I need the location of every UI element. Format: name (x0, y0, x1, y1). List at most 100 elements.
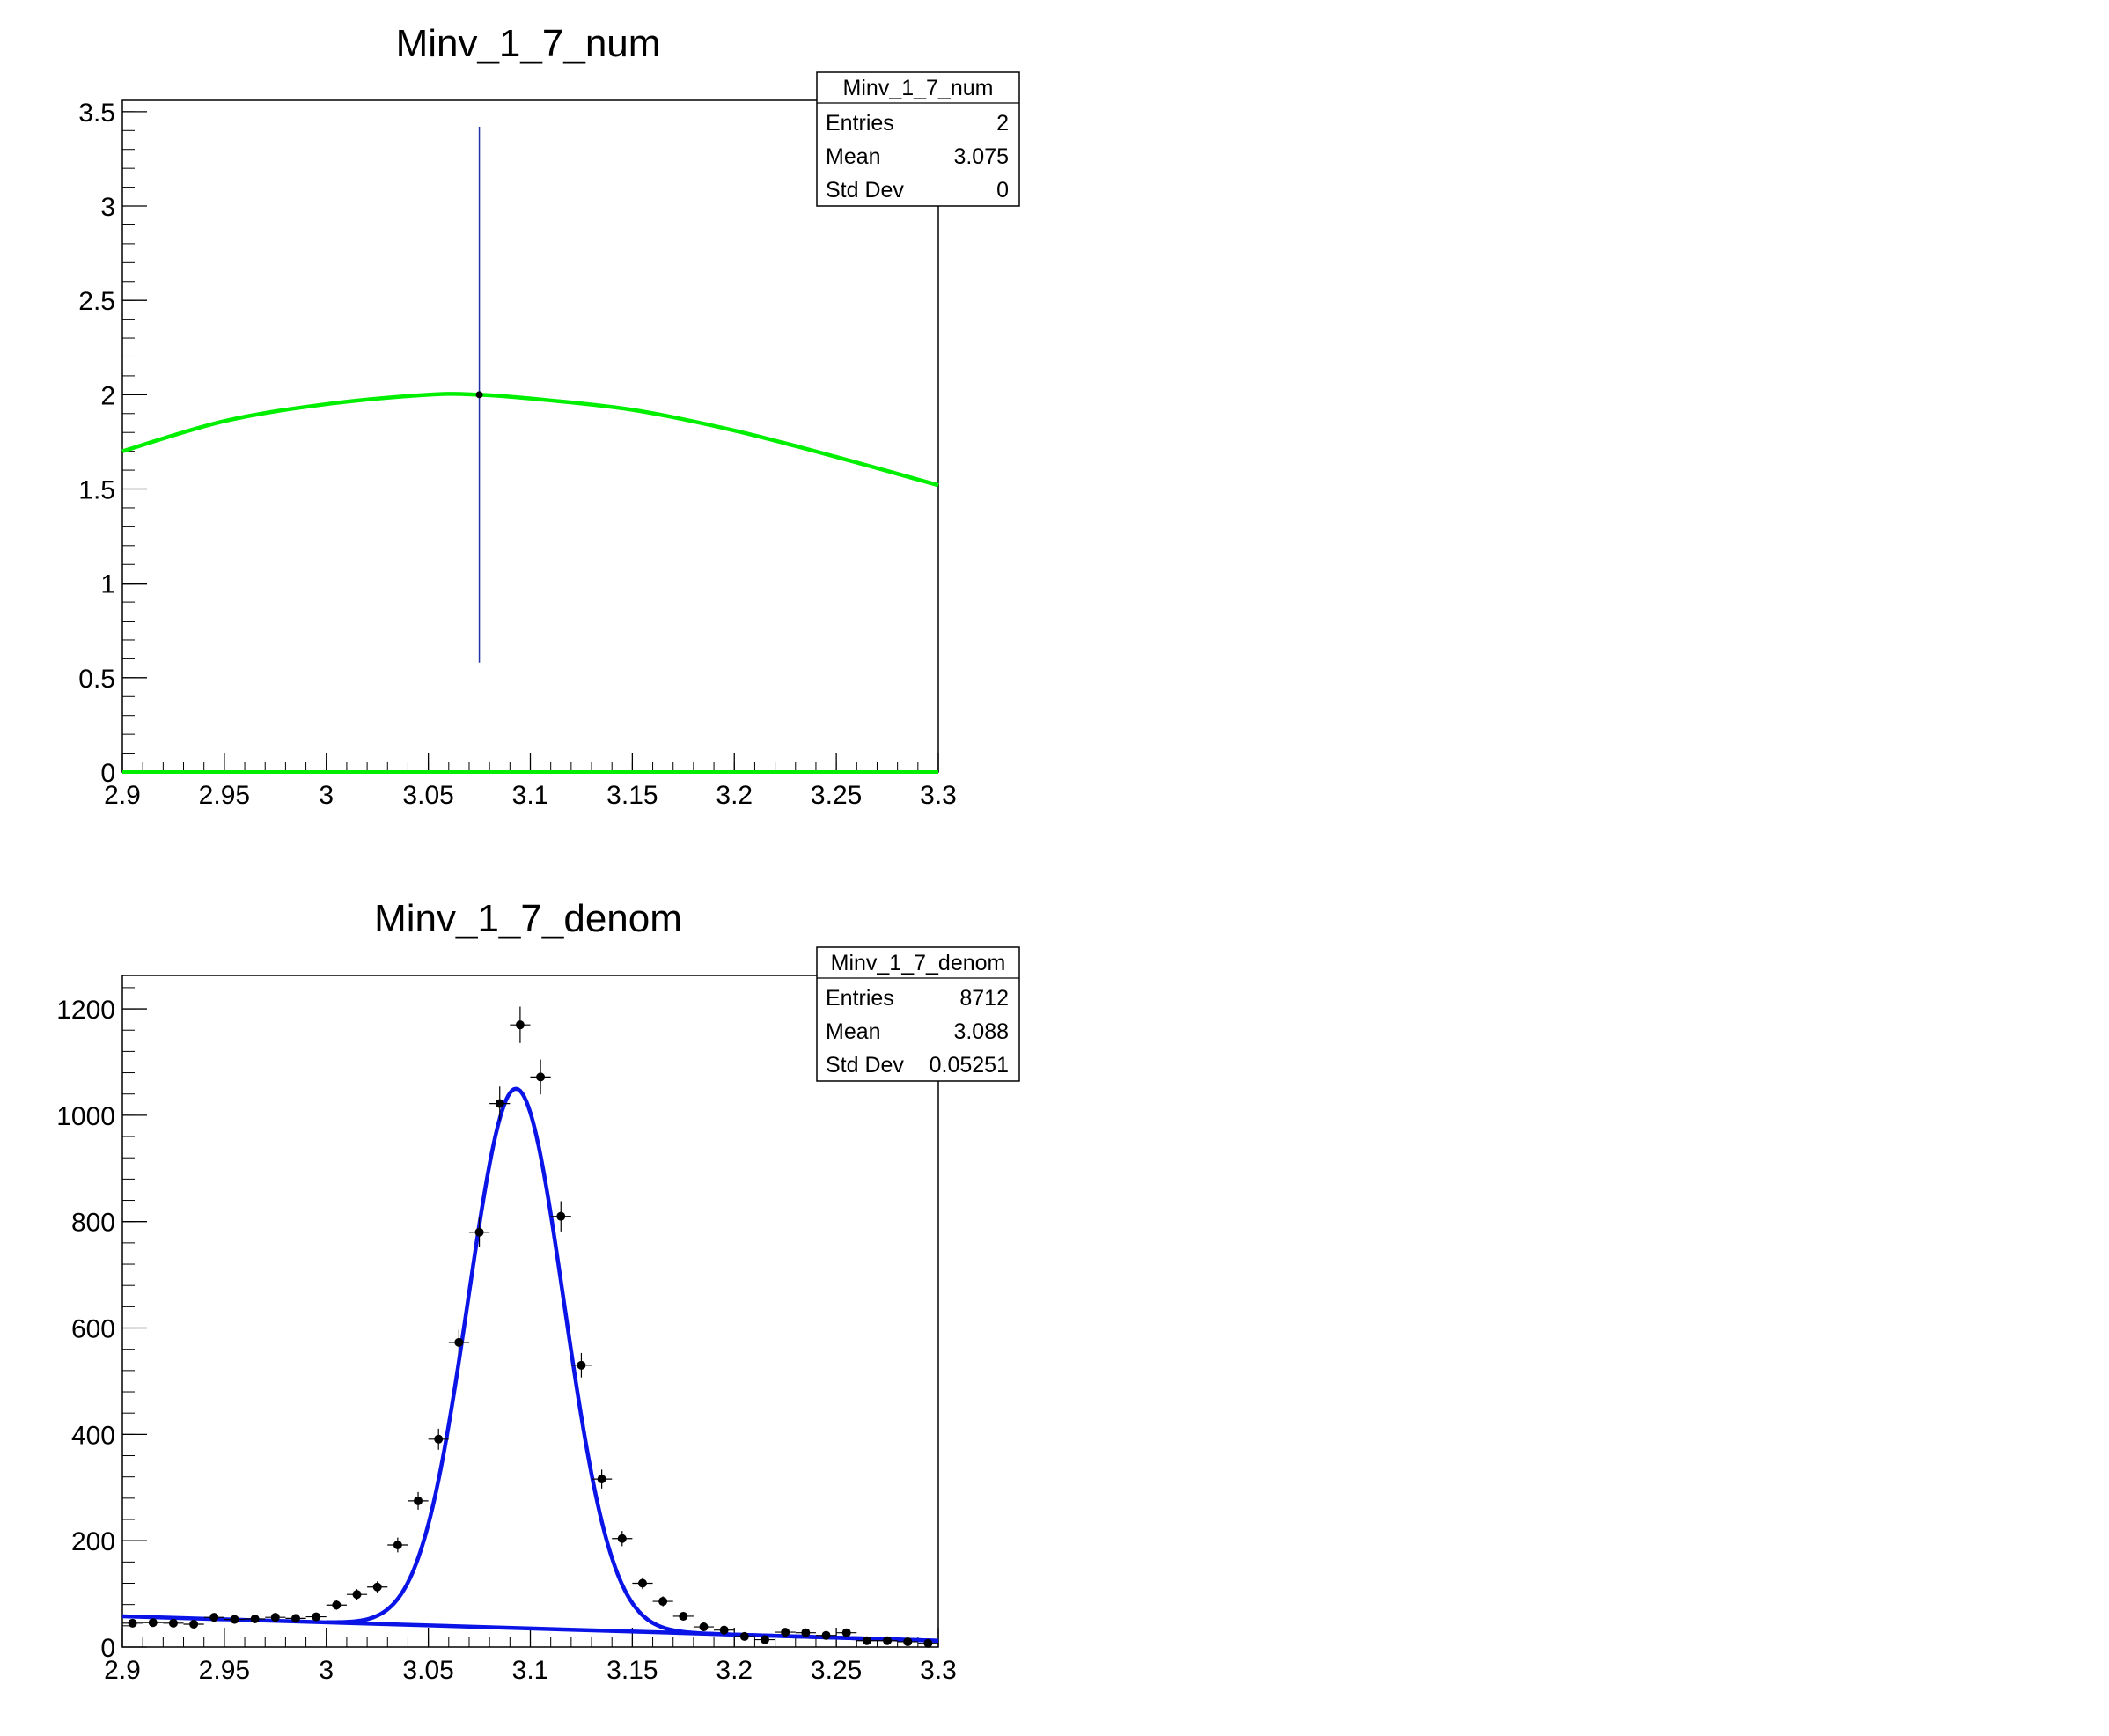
x-tick-label: 3.25 (811, 1656, 862, 1685)
x-tick-label: 3 (319, 781, 334, 810)
y-tick-label: 1.5 (78, 476, 115, 505)
y-tick-labels-num: 0 0.5 1 1.5 2 2.5 3 3.5 (78, 99, 115, 788)
x-tick-label: 3.15 (606, 1656, 658, 1685)
y-tick-label: 400 (71, 1421, 115, 1450)
data-point (168, 1618, 178, 1628)
data-point (128, 1618, 137, 1628)
data-point (414, 1496, 423, 1505)
data-point (474, 1227, 484, 1237)
y-tick-labels-denom: 0 200 400 600 800 1000 1200 (56, 996, 115, 1663)
y-tick-label: 800 (71, 1209, 115, 1238)
y-tick-label: 2.5 (78, 287, 115, 316)
plot-area-num (121, 127, 939, 774)
data-point (536, 1072, 546, 1082)
y-tick-label: 1200 (56, 996, 115, 1025)
x-tick-label: 3.1 (512, 1656, 549, 1685)
stats-value-stddev-num: 0 (996, 178, 1009, 202)
stats-box-num: Minv_1_7_num Entries 2 Mean 3.075 Std De… (816, 71, 1020, 207)
y-tick-label: 0 (100, 1634, 115, 1663)
data-point (883, 1636, 893, 1645)
stats-label-mean-denom: Mean (826, 1019, 881, 1044)
plot-frame-denom (121, 975, 939, 1648)
stats-box-frame-num (816, 71, 1020, 207)
data-point (719, 1625, 729, 1635)
data-point (393, 1541, 402, 1550)
chart-num: Minv_1_7_num 2.9 2.95 3 3.05 3.1 3.15 3.2 3.25 3… (78, 22, 1020, 810)
data-point (148, 1618, 158, 1628)
stats-box-frame-denom (816, 946, 1020, 1082)
data-point (658, 1597, 668, 1607)
data-point (434, 1434, 444, 1444)
x-tick-label: 3.1 (512, 781, 549, 810)
data-point (332, 1600, 342, 1610)
x-tick-label: 2.9 (104, 781, 141, 810)
stats-label-stddev-num: Std Dev (826, 178, 904, 202)
stats-name-num: Minv_1_7_num (843, 76, 994, 100)
x-tick-label: 3.25 (811, 781, 862, 810)
signal-fit-curve (326, 1086, 939, 1643)
x-tick-label: 3.05 (402, 781, 453, 810)
x-tick-label: 3.3 (920, 1656, 957, 1685)
x-tick-label: 3.05 (402, 1656, 453, 1685)
stats-value-mean-denom: 3.088 (953, 1019, 1009, 1044)
chart-denom: Minv_1_7_denom 2.9 2.95 3 3.05 3.1 3.15 3.2 3.2… (56, 897, 1020, 1685)
stats-value-entries-denom: 8712 (959, 986, 1009, 1011)
y-tick-label: 200 (71, 1527, 115, 1556)
data-point (556, 1211, 566, 1221)
data-point (923, 1638, 933, 1648)
stats-label-mean-num: Mean (826, 144, 881, 169)
stats-label-entries-num: Entries (826, 111, 894, 136)
y-tick-label: 600 (71, 1315, 115, 1344)
y-tick-label: 1 (100, 570, 115, 600)
data-point (699, 1622, 709, 1632)
stats-value-mean-num: 3.075 (953, 144, 1009, 169)
data-point (312, 1612, 321, 1622)
plot-frame-num (121, 99, 939, 773)
x-tick-label: 3.3 (920, 781, 957, 810)
data-point (290, 1614, 300, 1623)
data-point (515, 1020, 525, 1030)
data-point (801, 1628, 811, 1637)
data-point (270, 1613, 280, 1622)
y-tick-label: 3 (100, 193, 115, 222)
x-tick-label: 3.2 (716, 1656, 753, 1685)
data-point (679, 1611, 688, 1621)
y-tick-label: 1000 (56, 1102, 115, 1131)
y-tick-label: 3.5 (78, 99, 115, 128)
data-point-num (475, 391, 483, 399)
stats-name-denom: Minv_1_7_denom (831, 951, 1006, 975)
data-point (781, 1628, 790, 1637)
x-tick-label: 2.95 (199, 781, 250, 810)
data-point (352, 1590, 362, 1600)
x-tick-label: 3.15 (606, 781, 658, 810)
data-point (739, 1631, 749, 1641)
stats-box-denom: Minv_1_7_denom Entries 8712 Mean 3.088 S… (816, 946, 1020, 1082)
data-point (577, 1360, 586, 1370)
stats-label-stddev-denom: Std Dev (826, 1053, 904, 1078)
chart-title-denom: Minv_1_7_denom (374, 897, 682, 940)
x-tick-label: 3.2 (716, 781, 753, 810)
data-point (209, 1613, 219, 1622)
data-point (495, 1099, 504, 1108)
data-point (637, 1578, 647, 1588)
data-point (821, 1630, 831, 1640)
x-tick-label: 3 (319, 1656, 334, 1685)
data-point (189, 1620, 199, 1629)
x-tick-label: 2.9 (104, 1656, 141, 1685)
plot-area-denom (121, 1006, 939, 1648)
x-tick-label: 2.95 (199, 1656, 250, 1685)
fit-curve-num (121, 392, 939, 488)
stats-value-entries-num: 2 (996, 111, 1009, 136)
data-point (841, 1628, 851, 1637)
stats-value-stddev-denom: 0.05251 (930, 1053, 1009, 1078)
axis-ticks-denom (121, 987, 939, 1648)
data-point (230, 1615, 239, 1624)
data-point (250, 1614, 260, 1623)
data-point (862, 1636, 871, 1645)
data-point (617, 1534, 627, 1543)
data-point (372, 1582, 382, 1592)
x-tick-labels-denom: 2.9 2.95 3 3.05 3.1 3.15 3.2 3.25 3.3 (104, 1656, 957, 1685)
data-point (454, 1337, 464, 1347)
axis-ticks-num (121, 111, 939, 773)
